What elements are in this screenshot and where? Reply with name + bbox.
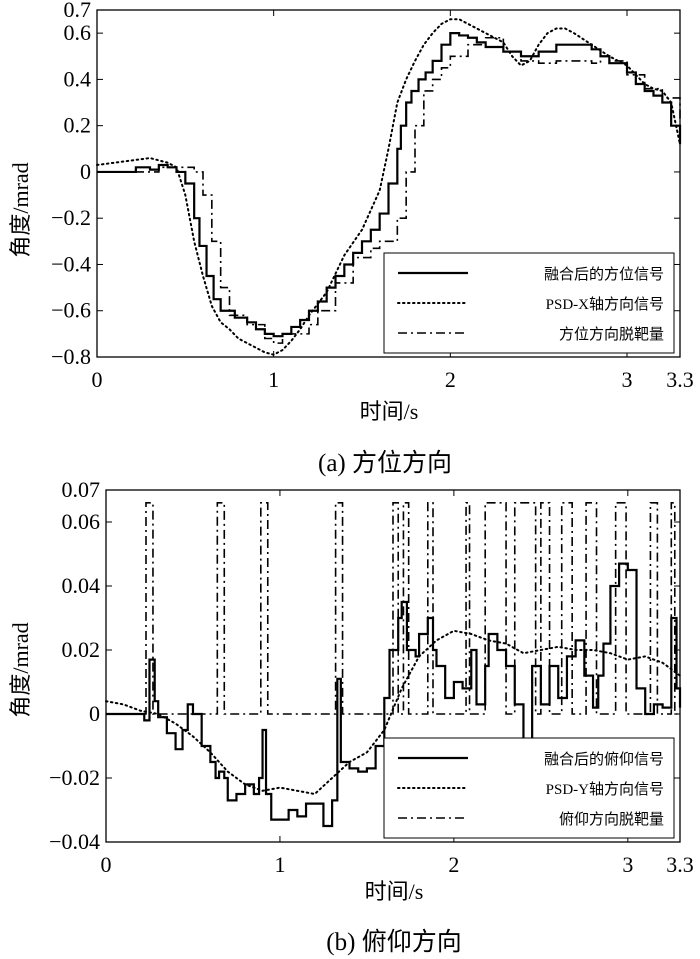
panel-a-azimuth: 0 1 2 3 3.3 −0.8 −0.6 −0.4 −0.2 0 0.2 0.4 0.60.7 融合后… [8, 0, 694, 477]
series-line-dotted [96, 18, 681, 356]
x-tick-label: 3.3 [666, 367, 694, 392]
legend-label: 融合后的方位信号 [544, 266, 664, 283]
panel-b-x-axis-label: 时间/s [365, 879, 424, 904]
legend-label: PSD-Y轴方向信号 [546, 781, 664, 798]
legend-label: 方位方向脱靶量 [559, 326, 664, 343]
y-tick-label: 0.6 [64, 20, 92, 45]
y-tick-label: −0.04 [49, 829, 100, 854]
plot-frame [105, 489, 681, 843]
x-tick-label: 1 [274, 852, 285, 877]
y-tick-label: 0.4 [64, 66, 92, 91]
x-tick-label: 0 [101, 852, 112, 877]
series-line-dashdot [97, 36, 681, 344]
panel-a-series [96, 18, 682, 356]
y-tick-label: 0 [89, 701, 100, 726]
x-tick-label: 2 [448, 852, 459, 877]
panel-a-y-axis-label: 角度/mrad [8, 162, 33, 257]
x-tick-label: 3.3 [666, 852, 694, 877]
y-tick-label: 0.04 [62, 573, 101, 598]
y-tick-label: −0.02 [49, 765, 100, 790]
panel-b-series [105, 502, 682, 828]
plot-frame [96, 9, 681, 358]
legend-label: 融合后的俯仰信号 [544, 751, 664, 768]
y-tick-label: 0 [80, 159, 91, 184]
y-tick-label: 0.2 [64, 113, 92, 138]
panel-a-caption: (a) 方位方向 [318, 449, 452, 477]
y-tick-label: 0.07 [62, 477, 101, 502]
x-tick-label: 2 [445, 367, 456, 392]
legend-label: PSD-X轴方向信号 [546, 296, 664, 313]
legend-label: 俯仰方向脱靶量 [559, 811, 664, 828]
y-tick-label: −0.2 [51, 205, 91, 230]
panel-b-y-axis-label: 角度/mrad [8, 622, 33, 717]
x-tick-label: 3 [622, 852, 633, 877]
y-tick-label: −0.8 [51, 344, 91, 369]
series-line-dashdot [106, 502, 680, 715]
panel-b-elevation: 0 1 2 3 3.3 −0.04 −0.02 0 0.02 0.04 0.06 0.07 融合后的俯… [8, 477, 694, 956]
x-tick-label: 0 [92, 367, 103, 392]
x-tick-label: 3 [622, 367, 633, 392]
y-tick-label: 0.06 [62, 509, 101, 534]
series-line-solid [106, 562, 682, 828]
panel-a-axes: 0 1 2 3 3.3 −0.8 −0.6 −0.4 −0.2 0 0.2 0.4 0.60.7 [51, 0, 694, 392]
y-tick-label: −0.6 [51, 298, 91, 323]
y-tick-label: 0.02 [62, 637, 101, 662]
panel-b-axes: 0 1 2 3 3.3 −0.04 −0.02 0 0.02 0.04 0.06 0.07 [49, 477, 694, 877]
x-tick-label: 1 [268, 367, 279, 392]
y-tick-label: 0.7 [64, 0, 92, 22]
y-tick-label: −0.4 [51, 251, 91, 276]
panel-b-caption: (b) 俯仰方向 [326, 928, 461, 956]
panel-a-x-axis-label: 时间/s [360, 399, 419, 424]
